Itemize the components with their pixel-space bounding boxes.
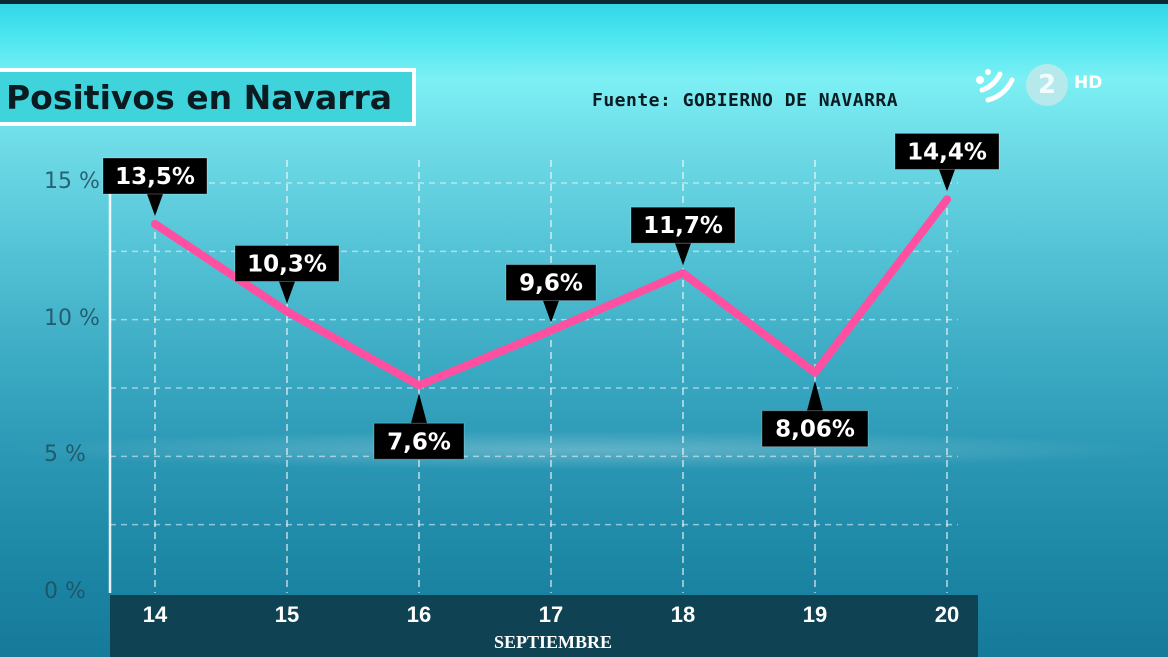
x-tick-label: 16 [406,602,432,627]
title-box: Positivos en Navarra [0,68,416,126]
data-label-pointer [675,243,691,266]
x-tick-label: 14 [142,602,168,627]
data-label: 10,3% [247,251,327,277]
data-point [151,220,159,228]
data-label-box [102,157,208,195]
data-label: 8,06% [775,417,855,443]
data-label-pointer [543,300,559,323]
hd-label: HD [1074,73,1103,93]
data-label-box [505,264,597,302]
x-tick-label: 19 [802,602,828,627]
x-tick-label: 17 [538,602,564,627]
data-label: 7,6% [387,429,451,455]
data-label: 9,6% [519,271,583,297]
x-axis-label: SEPTIEMBRE [493,632,613,652]
data-label-pointer [279,281,295,304]
data-label-pointer [807,380,823,411]
data-point [283,307,291,316]
source-text: Fuente: GOBIERNO DE NAVARRA [592,90,899,111]
data-point [943,195,951,204]
eitb-logo-icon [976,69,1015,103]
data-label-pointer [939,169,955,192]
x-axis-bar [110,595,978,657]
data-point [547,326,555,335]
top-border [0,0,1168,4]
data-label-box [894,132,1000,170]
x-tick-label: 15 [274,602,300,627]
data-label-box [630,206,736,244]
x-tick-label: 18 [670,602,696,627]
data-label: 13,5% [115,164,195,190]
data-point [679,269,687,278]
y-tick-label: 5 % [44,442,86,468]
y-tick-label: 0 % [44,579,86,604]
y-tick-label: 15 % [44,169,100,194]
chart-title: Positivos en Navarra [6,77,393,117]
channel-number-badge: 2 [1026,64,1068,106]
data-label: 14,4% [907,139,987,165]
data-label-box [234,244,340,282]
data-label-pointer [147,194,163,216]
data-label: 11,7% [643,213,723,239]
background-glow [0,430,1168,470]
data-label-box [373,422,465,460]
data-label-box [761,410,869,448]
y-tick-label: 10 % [44,305,100,331]
x-tick-label: 20 [934,602,960,627]
channel-number: 2 [1037,70,1057,100]
data-point [811,368,819,377]
data-point [415,381,423,390]
data-label-pointer [411,393,427,424]
